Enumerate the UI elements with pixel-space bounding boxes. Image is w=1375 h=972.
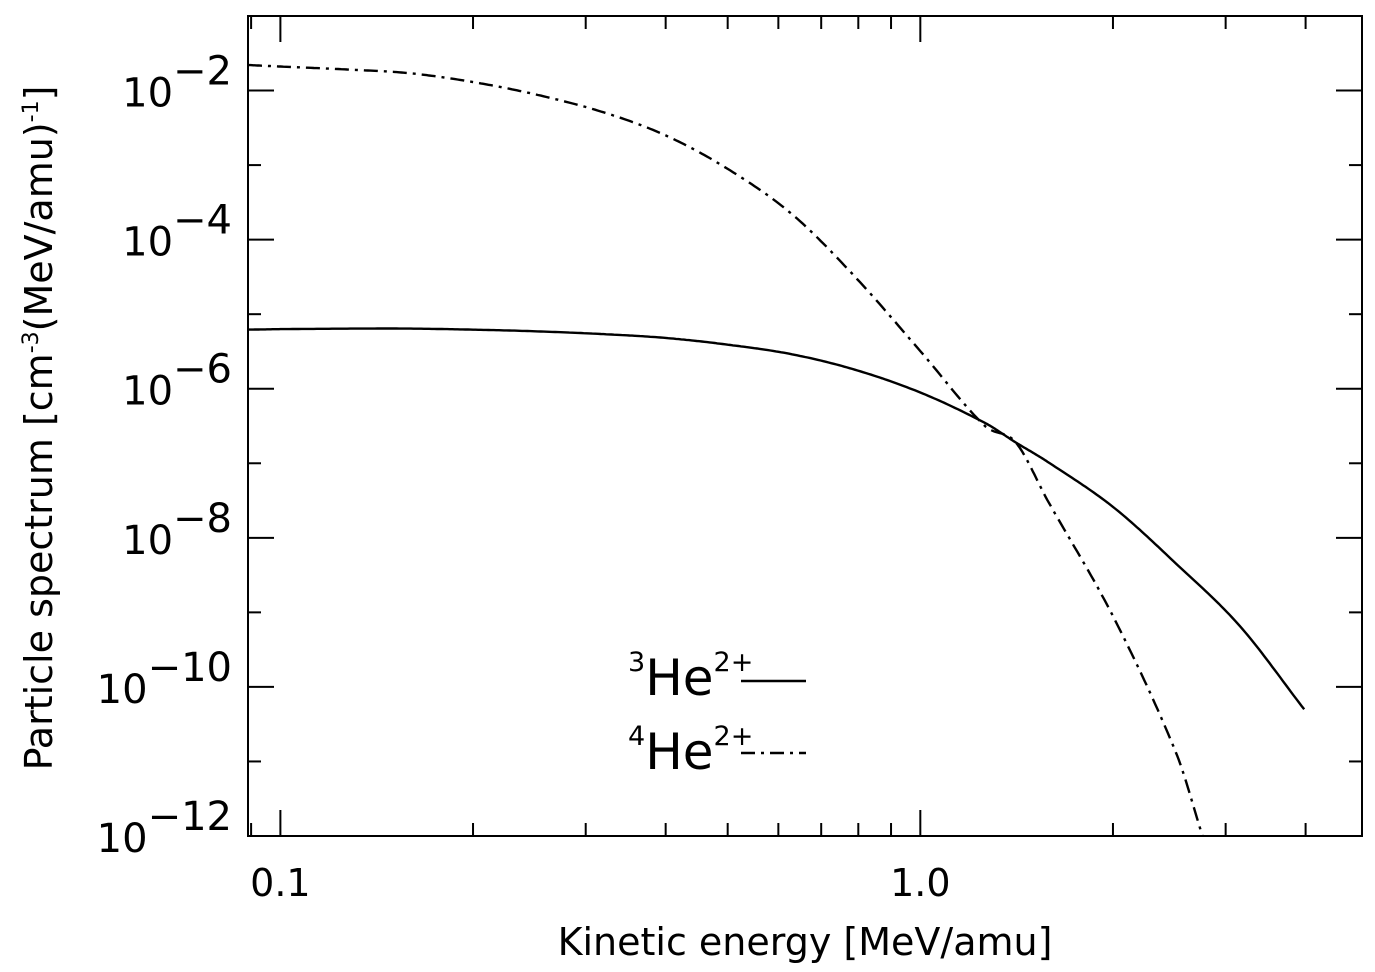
legend: 3He2+ 4He2+ [628,647,806,781]
y-tick-exponent: −10 [148,645,232,691]
y-tick-exponent: −8 [173,496,232,542]
y-tick-label: 10−2 [122,49,232,117]
y-axis-label-exp1: -3 [19,331,44,353]
x-tick-label: 1.0 [890,861,950,905]
legend-label-4he: 4He2+ [628,721,753,781]
y-tick-base: 10 [122,518,173,564]
y-tick-label: 10−4 [122,198,232,266]
series-line-4he [248,63,1204,836]
y-tick-base: 10 [97,816,148,862]
y-axis-label-end: ] [17,86,61,101]
y-axis-label-main: Particle spectrum [cm [17,353,61,770]
y-tick-label: 10−10 [97,645,232,713]
y-tick-base: 10 [122,369,173,415]
y-tick-exponent: −12 [148,794,232,840]
series-layer [248,63,1306,836]
legend-3he-mass: 3 [628,647,645,678]
legend-3he-charge: 2+ [714,647,754,678]
legend-4he-charge: 2+ [714,721,754,752]
legend-3he-symbol: He [645,649,713,707]
y-tick-label: 10−8 [122,496,232,564]
legend-4he-mass: 4 [628,721,645,752]
y-tick-base: 10 [122,220,173,266]
y-tick-base: 10 [122,71,173,117]
y-axis-label-exp2: -1 [19,100,44,122]
x-axis-label: Kinetic energy [MeV/amu] [558,920,1053,964]
y-tick-exponent: −4 [173,198,232,244]
legend-4he-symbol: He [645,723,713,781]
plot-frame [247,15,1363,837]
y-axis-label: Particle spectrum [cm-3(MeV/amu)-1] [17,86,61,771]
y-tick-label: 10−12 [97,794,232,862]
y-tick-exponent: −6 [173,347,232,393]
x-tick-label: 0.1 [250,861,310,905]
y-tick-exponent: −2 [173,49,232,95]
y-axis-label-unit: (MeV/amu) [17,122,61,331]
y-tick-base: 10 [97,667,148,713]
legend-label-3he: 3He2+ [628,647,753,707]
series-line-3he [248,327,1306,711]
y-tick-label: 10−6 [122,347,232,415]
